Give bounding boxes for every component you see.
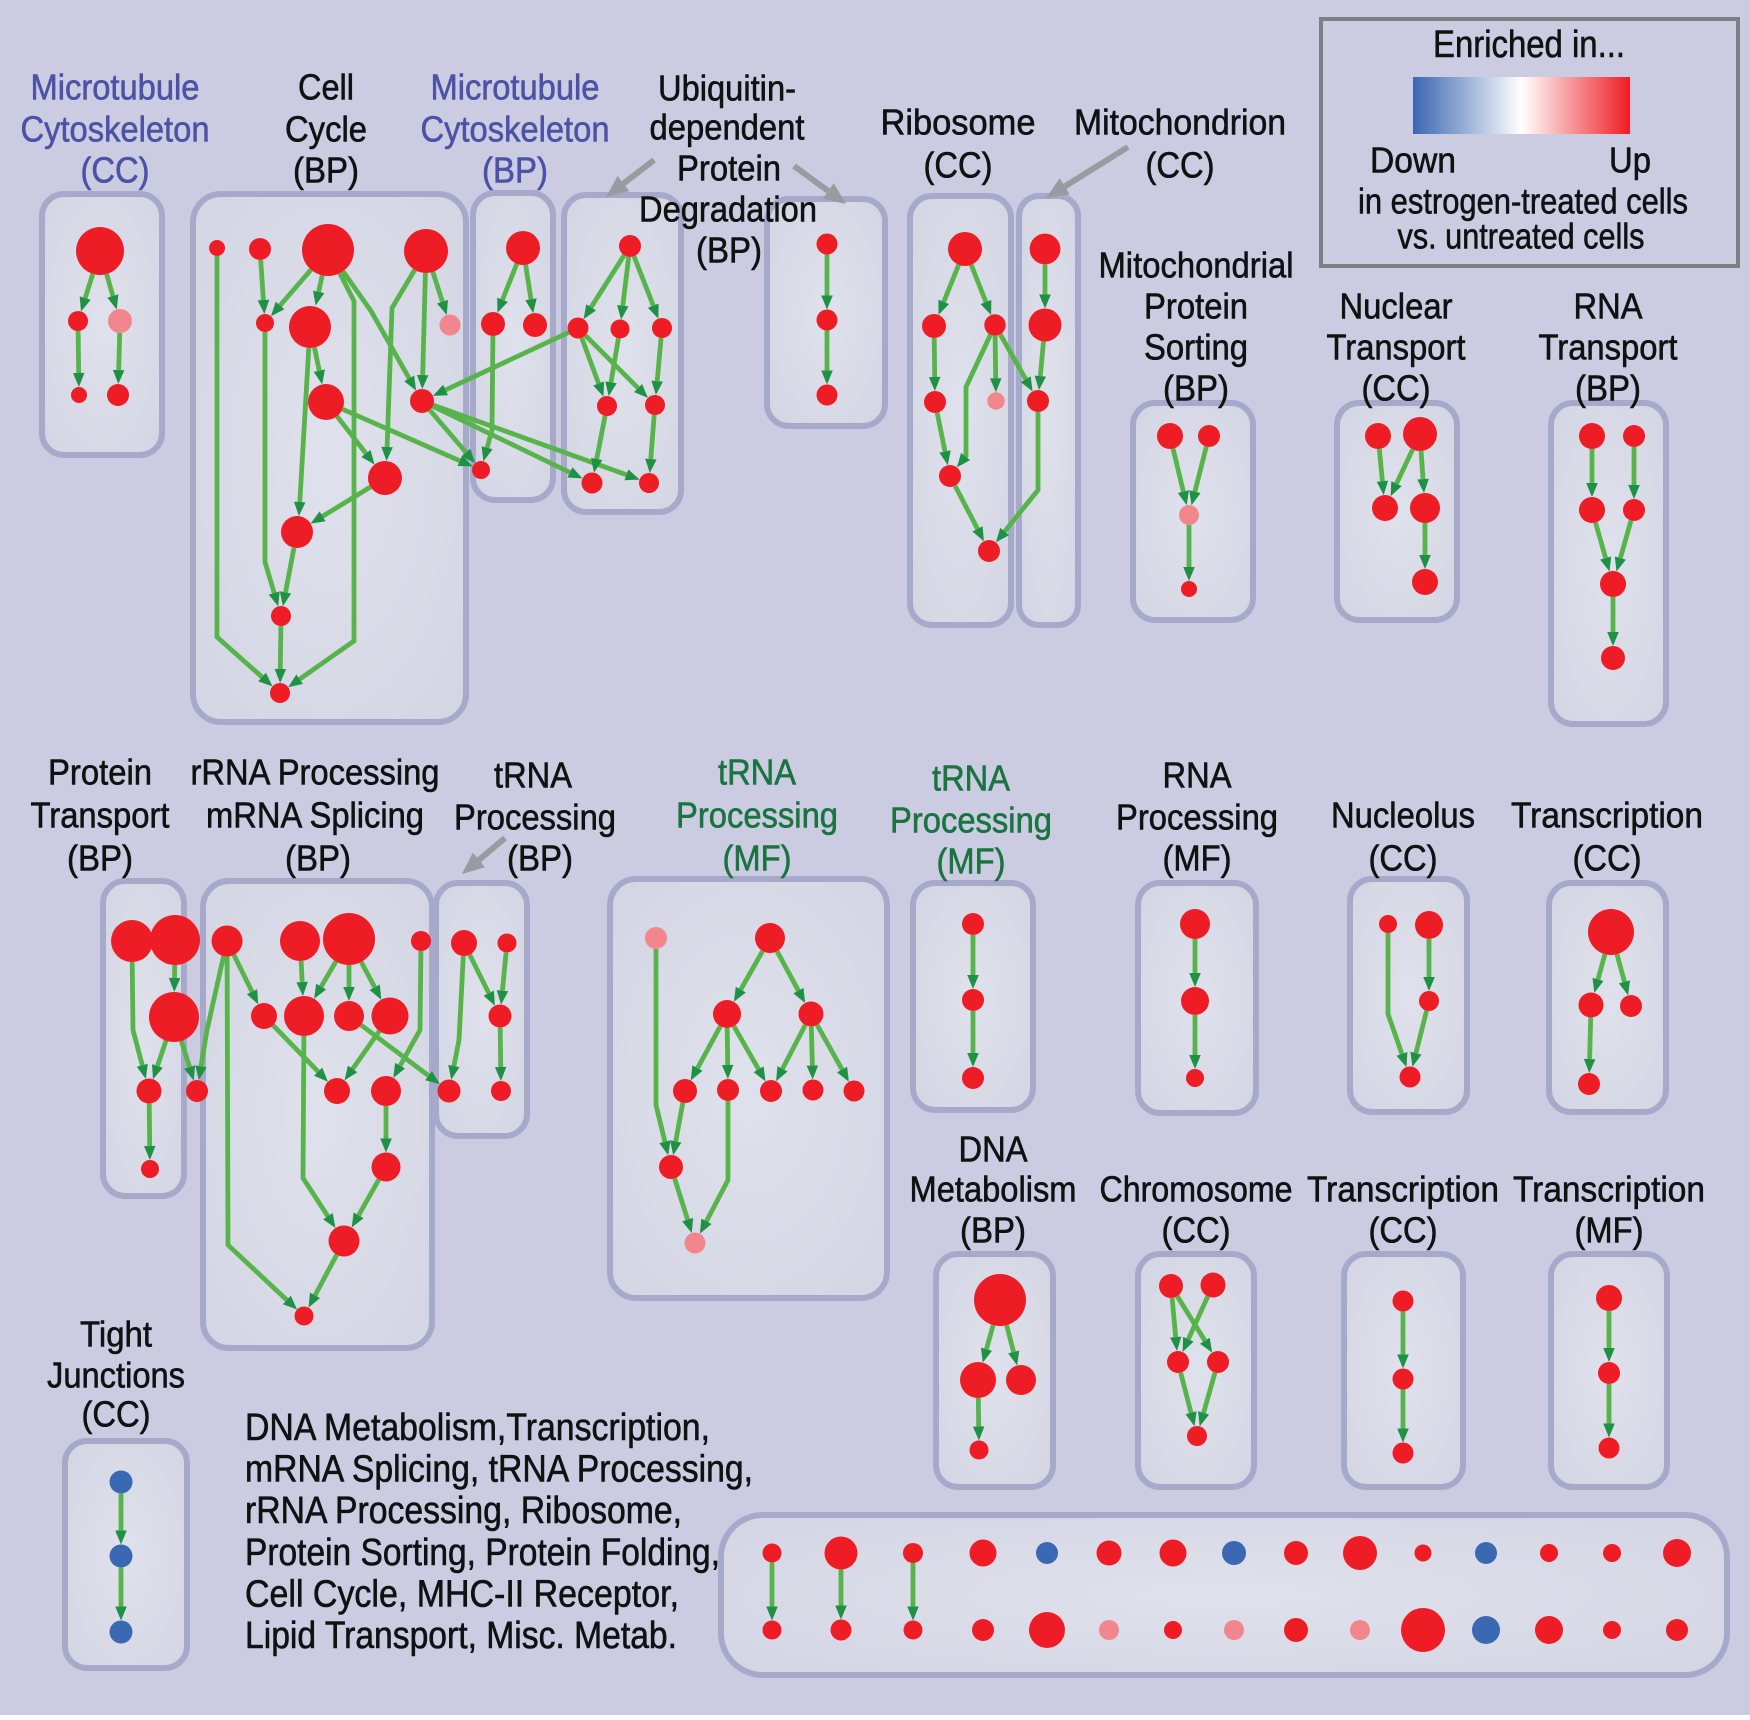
svg-text:Tight: Tight — [80, 1314, 152, 1355]
svg-text:dependent: dependent — [650, 107, 805, 148]
svg-text:Cell Cycle, MHC-II Receptor,: Cell Cycle, MHC-II Receptor, — [245, 1573, 679, 1615]
svg-text:Microtubule: Microtubule — [431, 67, 600, 108]
svg-text:Enriched in...: Enriched in... — [1433, 24, 1625, 66]
svg-text:Mitochondrial: Mitochondrial — [1099, 245, 1294, 286]
svg-text:vs. untreated cells: vs. untreated cells — [1398, 216, 1645, 257]
svg-text:Down: Down — [1370, 140, 1456, 181]
svg-text:(BP): (BP) — [285, 838, 351, 879]
svg-text:rRNA Processing, Ribosome,: rRNA Processing, Ribosome, — [245, 1490, 682, 1532]
svg-text:(MF): (MF) — [1575, 1210, 1644, 1251]
svg-text:Protein: Protein — [1144, 286, 1248, 327]
svg-text:Nucleolus: Nucleolus — [1331, 795, 1475, 836]
svg-text:(CC): (CC) — [924, 145, 993, 186]
svg-text:Transport: Transport — [1539, 327, 1678, 368]
svg-text:Cycle: Cycle — [285, 109, 367, 150]
svg-text:Protein Sorting, Protein Foldi: Protein Sorting, Protein Folding, — [245, 1532, 720, 1574]
svg-text:(CC): (CC) — [82, 1394, 151, 1435]
svg-text:Chromosome: Chromosome — [1100, 1169, 1293, 1210]
svg-text:Processing: Processing — [1116, 797, 1278, 838]
svg-text:Junctions: Junctions — [47, 1355, 185, 1396]
svg-text:Degradation: Degradation — [639, 189, 817, 230]
svg-text:(BP): (BP) — [960, 1210, 1026, 1251]
svg-text:(BP): (BP) — [293, 150, 359, 191]
svg-text:Ubiquitin-: Ubiquitin- — [658, 68, 796, 109]
svg-text:(BP): (BP) — [507, 838, 573, 879]
svg-text:Transcription: Transcription — [1307, 1169, 1499, 1210]
svg-text:Transport: Transport — [31, 795, 170, 836]
svg-text:Cell: Cell — [298, 67, 354, 108]
svg-text:Sorting: Sorting — [1144, 327, 1248, 368]
svg-text:(MF): (MF) — [723, 838, 792, 879]
svg-text:Cytoskeleton: Cytoskeleton — [21, 109, 210, 150]
svg-text:(MF): (MF) — [1163, 838, 1232, 879]
svg-text:(BP): (BP) — [67, 838, 133, 879]
svg-text:(CC): (CC) — [1369, 838, 1438, 879]
svg-text:tRNA: tRNA — [494, 755, 572, 796]
svg-text:tRNA: tRNA — [718, 752, 796, 793]
svg-text:Metabolism: Metabolism — [910, 1169, 1077, 1210]
svg-text:Processing: Processing — [454, 797, 616, 838]
svg-text:Transport: Transport — [1327, 327, 1466, 368]
svg-text:DNA: DNA — [959, 1129, 1028, 1170]
svg-text:in estrogen-treated cells: in estrogen-treated cells — [1358, 181, 1688, 222]
svg-text:Up: Up — [1609, 140, 1651, 181]
svg-text:(CC): (CC) — [1573, 838, 1642, 879]
svg-text:Protein: Protein — [48, 752, 152, 793]
svg-text:Protein: Protein — [677, 148, 781, 189]
svg-text:(BP): (BP) — [482, 150, 548, 191]
svg-text:Transcription: Transcription — [1513, 1169, 1705, 1210]
svg-text:mRNA Splicing: mRNA Splicing — [206, 795, 424, 836]
svg-text:(BP): (BP) — [1163, 368, 1229, 409]
svg-text:(BP): (BP) — [1575, 368, 1641, 409]
svg-text:mRNA Splicing, tRNA Processing: mRNA Splicing, tRNA Processing, — [245, 1449, 753, 1491]
svg-text:(BP): (BP) — [696, 230, 762, 271]
svg-text:DNA Metabolism,Transcription,: DNA Metabolism,Transcription, — [245, 1407, 710, 1449]
svg-text:Cytoskeleton: Cytoskeleton — [421, 109, 610, 150]
svg-text:Lipid Transport, Misc. Metab.: Lipid Transport, Misc. Metab. — [245, 1615, 677, 1657]
svg-text:(CC): (CC) — [81, 150, 150, 191]
svg-text:RNA: RNA — [1163, 755, 1232, 796]
svg-text:Nuclear: Nuclear — [1340, 286, 1453, 327]
svg-text:tRNA: tRNA — [932, 758, 1010, 799]
svg-text:Transcription: Transcription — [1511, 795, 1703, 836]
svg-text:Processing: Processing — [890, 800, 1052, 841]
svg-text:Mitochondrion: Mitochondrion — [1074, 102, 1286, 143]
svg-text:(CC): (CC) — [1146, 145, 1215, 186]
svg-text:(MF): (MF) — [937, 841, 1006, 882]
svg-text:(CC): (CC) — [1369, 1210, 1438, 1251]
svg-text:Microtubule: Microtubule — [31, 67, 200, 108]
svg-text:(CC): (CC) — [1162, 1210, 1231, 1251]
svg-text:rRNA Processing: rRNA Processing — [191, 752, 440, 793]
svg-text:(CC): (CC) — [1362, 368, 1431, 409]
svg-text:Ribosome: Ribosome — [881, 102, 1036, 143]
svg-text:Processing: Processing — [676, 795, 838, 836]
svg-text:RNA: RNA — [1574, 286, 1643, 327]
